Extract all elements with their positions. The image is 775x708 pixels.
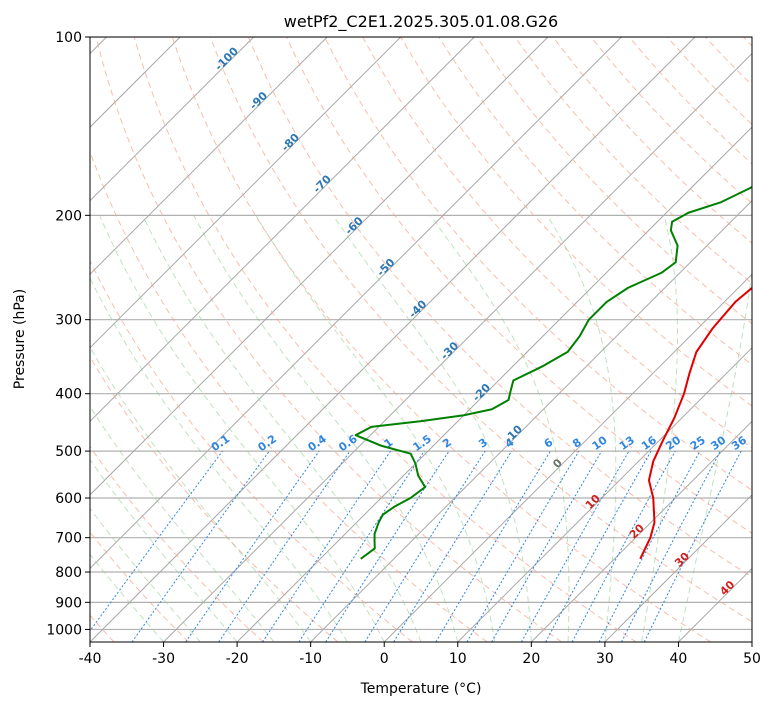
mixing-ratio-line xyxy=(491,450,603,642)
y-tick-label: 900 xyxy=(55,595,82,611)
isotherm-line xyxy=(90,37,622,570)
dry-adiabat xyxy=(90,259,413,642)
mixing-ratio-line xyxy=(571,450,676,642)
isotherm-line xyxy=(383,273,752,642)
moist-adiabat xyxy=(90,346,312,642)
y-axis-label: Pressure (hPa) xyxy=(12,289,28,389)
background-lines xyxy=(90,37,752,642)
moist-adiabat xyxy=(90,458,238,642)
isotherm-line xyxy=(236,126,752,642)
moist-adiabat xyxy=(142,215,422,642)
mixing-ratio-line xyxy=(131,450,270,642)
x-tick-label: -20 xyxy=(226,651,249,667)
x-tick-label: 10 xyxy=(449,651,467,667)
dry-adiabat xyxy=(514,37,752,284)
x-tick-label: -30 xyxy=(152,651,175,667)
dry-adiabat xyxy=(90,445,264,642)
moist-adiabat xyxy=(429,215,570,642)
y-tick-label: 700 xyxy=(55,531,82,547)
moist-adiabat xyxy=(641,215,679,642)
mixing-ratio-line xyxy=(393,450,513,642)
y-tick-label: 1000 xyxy=(46,622,82,638)
isotherm-line xyxy=(90,37,402,349)
mixing-ratio-line xyxy=(621,450,721,642)
isotherm-line xyxy=(604,494,752,642)
x-tick-label: 50 xyxy=(743,651,761,667)
y-tick-label: 800 xyxy=(55,565,82,581)
dry-adiabat xyxy=(324,37,752,491)
y-tick-label: 300 xyxy=(55,313,82,329)
mixing-ratio-line xyxy=(643,450,742,642)
dry-adiabat xyxy=(95,37,562,642)
isotherm-line xyxy=(530,420,752,642)
x-tick-label: 40 xyxy=(670,651,688,667)
y-tick-label: 100 xyxy=(55,30,82,46)
dry-adiabat xyxy=(247,37,752,578)
moist-adiabat xyxy=(546,215,617,642)
x-axis: -40 -30 -20 -10 0 10 20 30 40 50 xyxy=(79,642,761,667)
isotherm-line xyxy=(163,52,752,642)
moist-adiabat xyxy=(90,405,275,642)
dry-adiabat xyxy=(171,37,712,642)
y-tick-label: 200 xyxy=(55,208,82,224)
mixing-ratio-line xyxy=(325,450,450,642)
dry-adiabat xyxy=(90,356,339,642)
isotherm-line xyxy=(90,37,328,275)
plot-frame xyxy=(89,36,753,643)
mixing-ratio-line xyxy=(185,450,320,642)
isotherm-line xyxy=(751,641,752,642)
moist-adiabat xyxy=(193,215,459,642)
plot-background xyxy=(90,37,752,642)
isotherm-line xyxy=(90,37,475,423)
x-tick-label: -40 xyxy=(79,651,102,667)
dry-adiabat xyxy=(286,37,752,534)
y-tick-label: 500 xyxy=(55,444,82,460)
y-axis: 100 200 300 400 500 600 700 800 900 1000 xyxy=(46,30,90,638)
dewpoint-profile-line xyxy=(354,185,752,560)
mixing-ratio-line xyxy=(298,450,425,642)
dry-adiabat xyxy=(133,37,637,642)
moist-adiabat xyxy=(677,268,752,642)
temperature-profile-line xyxy=(639,286,752,560)
moist-adiabat xyxy=(99,215,385,642)
mixing-ratio-line xyxy=(545,450,652,642)
mixing-ratio-line xyxy=(218,450,351,642)
mixing-ratio-line xyxy=(90,450,223,632)
x-tick-label: 0 xyxy=(380,651,389,667)
dry-adiabat xyxy=(209,37,752,623)
chart-title: wetPf2_C2E1.2025.305.01.08.G26 xyxy=(284,12,558,32)
isotherm-line xyxy=(90,37,549,496)
x-tick-label: -10 xyxy=(299,651,322,667)
mixing-ratio-line xyxy=(262,450,391,642)
isotherm-line xyxy=(457,347,752,642)
y-tick-label: 400 xyxy=(55,387,82,403)
x-axis-label: Temperature (°C) xyxy=(360,681,482,697)
x-tick-label: 20 xyxy=(522,651,540,667)
mixing-ratio-line xyxy=(521,450,630,642)
moist-adiabat xyxy=(332,215,532,642)
profiles xyxy=(354,185,752,560)
x-tick-label: 30 xyxy=(596,651,614,667)
y-tick-label: 600 xyxy=(55,491,82,507)
isotherm-line xyxy=(90,37,255,202)
